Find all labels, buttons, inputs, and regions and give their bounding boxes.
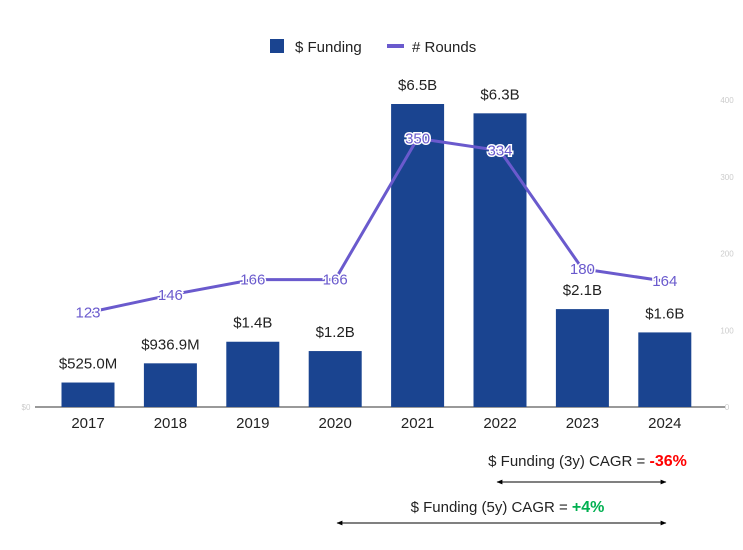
- bar-2017: [61, 382, 115, 407]
- legend-swatch-funding: [270, 39, 284, 53]
- x-tick-2017: 2017: [71, 415, 104, 432]
- bar-2023: [555, 309, 609, 407]
- right-axis-tick-0: 0: [725, 403, 730, 412]
- right-axis-tick-100: 100: [720, 326, 734, 335]
- bar-2020: [308, 351, 362, 407]
- left-axis-tick: $0: [22, 403, 31, 412]
- bar-label-2018: $936.9M: [141, 336, 199, 353]
- rounds-label-2018: 146: [158, 287, 183, 304]
- bar-2024: [638, 332, 692, 407]
- cagr-annotations: $ Funding (3y) CAGR = -36% $ Funding (5y)…: [336, 453, 687, 526]
- bar-label-2024: $1.6B: [645, 305, 684, 322]
- x-tick-2023: 2023: [566, 415, 599, 432]
- rounds-label-2021: 350: [405, 130, 430, 147]
- bars: $525.0M $936.9M $1.4B $1.2B $6.5B $6.3B $2.1B $…: [59, 77, 692, 408]
- right-axis-labels: 0 100 200 300 400: [720, 96, 734, 412]
- x-tick-2021: 2021: [401, 415, 434, 432]
- x-tick-2019: 2019: [236, 415, 269, 432]
- bar-label-2023: $2.1B: [563, 282, 602, 299]
- rounds-line: 123 146 166 166 350 334 180 164: [74, 129, 679, 323]
- right-axis-tick-200: 200: [720, 250, 734, 259]
- rounds-label-2023: 180: [570, 261, 595, 278]
- bar-2022: [473, 113, 527, 408]
- bar-label-2019: $1.4B: [233, 315, 272, 332]
- x-tick-2020: 2020: [319, 415, 352, 432]
- bar-label-2020: $1.2B: [316, 324, 355, 341]
- rounds-label-2022: 334: [487, 143, 512, 160]
- x-tick-2024: 2024: [648, 415, 681, 432]
- legend-label-funding: $ Funding: [295, 39, 362, 56]
- rounds-label-2017: 123: [75, 305, 100, 322]
- right-axis-tick-400: 400: [720, 96, 734, 105]
- bar-label-2022: $6.3B: [480, 86, 519, 103]
- bar-2019: [226, 341, 280, 407]
- x-tick-2022: 2022: [483, 415, 516, 432]
- right-axis-tick-300: 300: [720, 173, 734, 182]
- rounds-label-2020: 166: [323, 272, 348, 289]
- legend-label-rounds: # Rounds: [412, 39, 476, 56]
- bar-label-2021: $6.5B: [398, 77, 437, 94]
- x-tick-2018: 2018: [154, 415, 187, 432]
- bar-label-2017: $525.0M: [59, 356, 117, 373]
- rounds-label-2019: 166: [240, 272, 265, 289]
- legend: $ Funding # Rounds: [270, 39, 476, 56]
- bar-2021: [391, 104, 445, 407]
- rounds-line-path: [87, 136, 666, 315]
- cagr-label-0: $ Funding (3y) CAGR = -36%: [488, 453, 687, 470]
- rounds-label-2024: 164: [652, 273, 677, 290]
- x-axis-labels: 2017 2018 2019 2020 2021 2022 2023 2024: [71, 415, 681, 432]
- bar-2018: [143, 363, 197, 407]
- cagr-label-1: $ Funding (5y) CAGR = +4%: [411, 499, 605, 516]
